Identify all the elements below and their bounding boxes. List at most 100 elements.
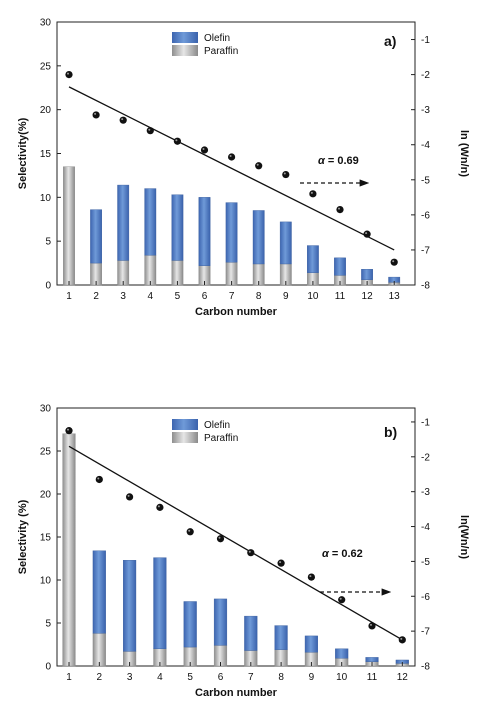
ln-point-highlight xyxy=(127,494,130,497)
x-tick-label: 7 xyxy=(248,672,254,683)
y-tick-label: 0 xyxy=(45,662,51,673)
ln-data-point xyxy=(173,137,181,145)
y-axis-title: Selectivity (%) xyxy=(17,499,29,574)
y2-tick-label: -6 xyxy=(421,210,430,221)
y2-tick-label: -4 xyxy=(421,140,430,151)
x-tick-label: 2 xyxy=(93,291,99,302)
fit-line xyxy=(68,86,395,251)
y-tick-label: 20 xyxy=(40,490,52,501)
ln-point-highlight xyxy=(400,637,403,640)
olefin-bar xyxy=(123,560,137,652)
y-tick-label: 10 xyxy=(40,193,52,204)
ln-data-point xyxy=(309,190,317,198)
x-tick-label: 6 xyxy=(218,672,224,683)
olefin-bar xyxy=(252,210,265,265)
alpha-annotation: α = 0.62 xyxy=(322,548,363,560)
x-tick-label: 1 xyxy=(66,672,72,683)
ln-point-highlight xyxy=(392,260,395,263)
y2-tick-label: -2 xyxy=(421,70,430,81)
ln-data-point xyxy=(247,549,255,557)
x-tick-label: 3 xyxy=(120,291,126,302)
x-tick-label: 1 xyxy=(66,291,72,302)
legend-paraffin-swatch xyxy=(172,45,198,56)
olefin-bar xyxy=(335,648,349,659)
olefin-bar xyxy=(183,601,197,648)
ln-point-highlight xyxy=(202,147,205,150)
ln-point-highlight xyxy=(279,561,282,564)
y2-tick-label: -8 xyxy=(421,662,430,673)
alpha-value: = 0.69 xyxy=(325,155,359,167)
ln-data-point xyxy=(255,162,263,170)
paraffin-bar xyxy=(144,254,157,286)
olefin-bar xyxy=(279,221,292,265)
legend-olefin-label: Olefin xyxy=(204,420,230,431)
alpha-annotation: α = 0.69 xyxy=(318,155,359,167)
ln-data-point xyxy=(216,535,225,543)
x-tick-label: 5 xyxy=(175,291,181,302)
x-tick-label: 4 xyxy=(148,291,154,302)
ln-point-highlight xyxy=(309,575,312,578)
ln-point-highlight xyxy=(97,477,100,480)
alpha-symbol: α xyxy=(322,548,330,560)
olefin-bar xyxy=(144,188,157,256)
ln-data-point xyxy=(65,71,73,79)
ln-data-point xyxy=(228,153,236,161)
y-tick-label: 10 xyxy=(40,576,52,587)
ln-point-highlight xyxy=(148,128,151,131)
x-tick-label: 2 xyxy=(97,672,103,683)
olefin-bar xyxy=(171,194,184,261)
y2-tick-label: -3 xyxy=(421,105,430,116)
olefin-bar xyxy=(307,245,319,273)
ln-point-highlight xyxy=(67,72,69,75)
x-tick-label: 4 xyxy=(157,672,163,683)
ln-data-point xyxy=(186,528,194,536)
ln-data-point xyxy=(398,636,406,644)
y2-axis-title: ln(Wn/n) xyxy=(458,515,470,559)
x-tick-label: 10 xyxy=(336,672,348,683)
y2-tick-label: -3 xyxy=(421,487,430,498)
y2-tick-label: -1 xyxy=(421,35,430,46)
paraffin-bar xyxy=(62,433,76,667)
ln-point-highlight xyxy=(94,112,97,115)
olefin-bar xyxy=(90,209,102,264)
ln-data-point xyxy=(307,573,315,581)
olefin-bar xyxy=(225,202,238,263)
legend-paraffin-label: Paraffin xyxy=(204,433,238,444)
ln-point-highlight xyxy=(157,505,160,508)
x-tick-label: 12 xyxy=(362,291,374,302)
x-axis-title: Carbon number xyxy=(195,306,278,318)
x-tick-label: 13 xyxy=(389,291,401,302)
x-tick-label: 9 xyxy=(309,672,315,683)
ln-point-highlight xyxy=(365,232,368,235)
y2-tick-label: -6 xyxy=(421,592,430,603)
y-tick-label: 15 xyxy=(40,533,52,544)
alpha-value: = 0.62 xyxy=(329,548,363,560)
y-tick-label: 25 xyxy=(40,447,52,458)
ln-point-highlight xyxy=(310,191,313,194)
legend-paraffin-label: Paraffin xyxy=(204,46,238,57)
x-tick-label: 7 xyxy=(229,291,235,302)
x-tick-label: 11 xyxy=(335,291,346,302)
y2-tick-label: -8 xyxy=(421,281,430,292)
ln-point-highlight xyxy=(339,597,342,600)
x-tick-label: 8 xyxy=(256,291,262,302)
olefin-bar xyxy=(361,269,373,280)
fit-line xyxy=(68,445,403,641)
olefin-bar xyxy=(304,635,318,653)
y-tick-label: 15 xyxy=(40,149,52,160)
olefin-bar xyxy=(365,657,379,662)
ln-data-point xyxy=(200,146,209,154)
olefin-bar xyxy=(274,625,288,650)
legend-paraffin-swatch xyxy=(172,432,198,443)
x-tick-label: 5 xyxy=(187,672,193,683)
x-tick-label: 8 xyxy=(278,672,284,683)
olefin-bar xyxy=(117,184,130,261)
panel-label: b) xyxy=(384,424,397,440)
ln-data-point xyxy=(146,127,154,135)
legend-olefin-swatch xyxy=(172,32,198,43)
ln-data-point xyxy=(336,206,344,214)
y2-tick-label: -7 xyxy=(421,245,430,256)
ln-point-highlight xyxy=(121,118,124,121)
